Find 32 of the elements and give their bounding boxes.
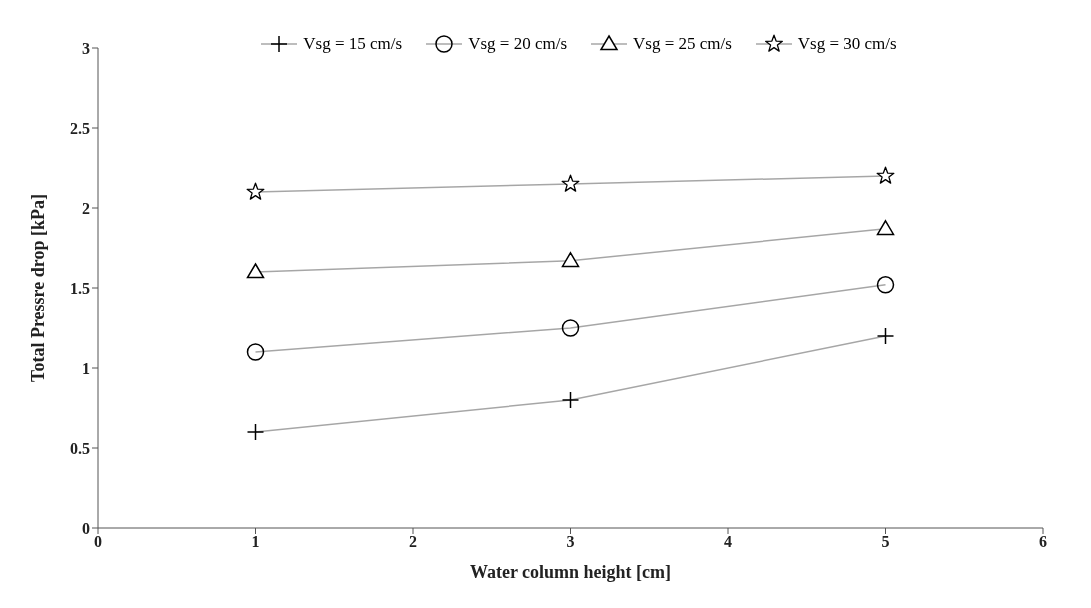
x-tick-label: 4 [724,533,732,551]
x-tick-label: 3 [566,533,575,551]
point [561,319,580,337]
point [561,391,580,409]
point [876,327,895,345]
y-tick-label: 1.5 [70,279,90,297]
x-tick-label: 0 [94,533,102,551]
x-tick-label: 5 [881,533,890,551]
point [561,174,580,192]
point [561,252,580,268]
y-axis-title: Total Pressre drop [kPa] [28,194,49,382]
legend-label: Vsg = 30 cm/s [796,34,897,54]
y-tick-label: 0 [82,519,90,537]
point [246,423,265,441]
y-tick-label: 1 [82,359,90,377]
point [246,343,265,361]
legend-label: Vsg = 15 cm/s [302,34,403,54]
y-tick-label: 2.5 [70,119,90,137]
y-tick-label: 3 [82,39,90,57]
point [246,263,265,279]
y-tick-label: 2 [82,199,90,217]
point [876,166,895,184]
point [876,220,895,236]
x-axis-title: Water column height [cm] [469,562,672,582]
x-tick-label: 6 [1039,533,1047,551]
point [246,182,265,200]
x-tick-label: 2 [409,533,417,551]
legend-label: Vsg = 25 cm/s [632,34,732,54]
legend-label: Vsg = 20 cm/s [467,34,567,54]
y-tick-label: 0.5 [70,439,90,457]
x-tick-label: 1 [251,533,260,551]
point [876,276,895,294]
